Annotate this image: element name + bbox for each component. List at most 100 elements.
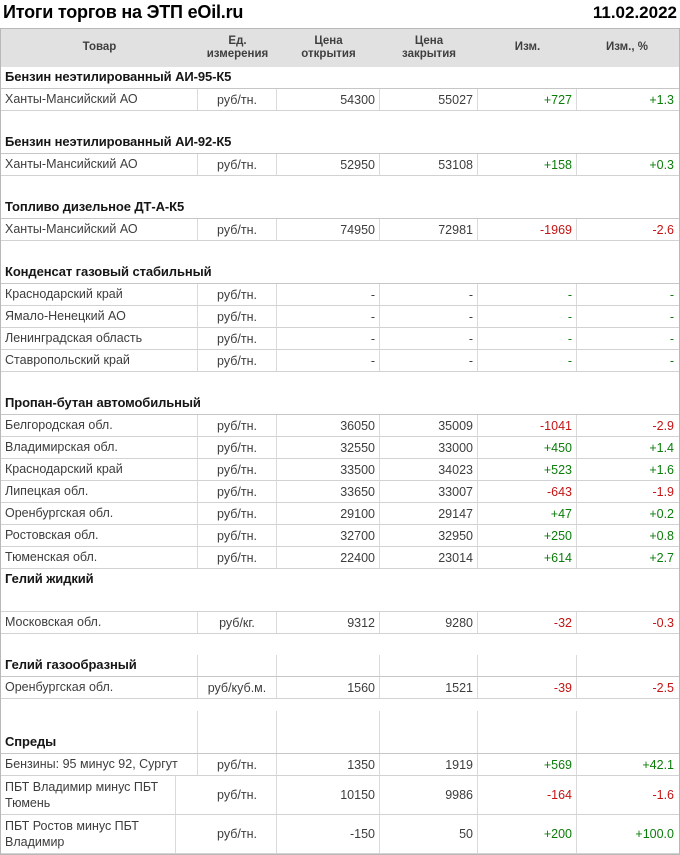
empty-cell [1, 711, 198, 732]
close-price-cell: 1919 [380, 754, 478, 775]
product-cell: Ханты-Мансийский АО [1, 219, 198, 240]
section-title: Пропан-бутан автомобильный [5, 395, 201, 411]
unit-cell: руб/тн. [198, 547, 277, 568]
change-cell: +158 [478, 154, 577, 175]
table-row: Московская обл. руб/кг. 9312 9280 -32 -0.3 [1, 611, 679, 634]
spacer-row [1, 372, 679, 393]
table-row: ПБТ Ростов минус ПБТ Владимир руб/тн. -150… [1, 815, 679, 854]
product-cell: Липецкая обл. [1, 481, 198, 502]
product-cell: Владимирская обл. [1, 437, 198, 458]
trading-results-table: Товар Ед. измерения Цена открытия Цена закр… [0, 28, 680, 855]
table-row: Оренбургская обл. руб/тн. 29100 29147 +47 +0.… [1, 503, 679, 525]
change-cell: - [478, 284, 577, 305]
product-cell: ПБТ Владимир минус ПБТ Тюмень [1, 776, 176, 814]
section-header-row: Бензин неэтилированный АИ-95-К5 [1, 67, 679, 89]
table-row: Ханты-Мансийский АО руб/тн. 54300 55027 +727… [1, 89, 679, 111]
section-title: Топливо дизельное ДТ-А-К5 [5, 199, 185, 215]
table-row: Ростовская обл. руб/тн. 32700 32950 +250 +0.8 [1, 525, 679, 547]
unit-cell: руб/тн. [198, 754, 277, 775]
change-cell: +569 [478, 754, 577, 775]
empty-cell [380, 732, 478, 753]
open-price-cell: 29100 [277, 503, 380, 524]
open-price-cell: - [277, 350, 380, 371]
table-row: Краснодарский край руб/тн. 33500 34023 +523 +… [1, 459, 679, 481]
change-pct-cell: -1.9 [652, 484, 674, 499]
close-price-cell: 33000 [380, 437, 478, 458]
spacer-row [1, 241, 679, 262]
change-cell: -39 [478, 677, 577, 698]
section-title: Бензин неэтилированный АИ-95-К5 [5, 69, 232, 85]
change-cell: +47 [478, 503, 577, 524]
close-price-cell: 32950 [380, 525, 478, 546]
change-cell: -32 [478, 612, 577, 633]
product-cell: Ямало-Ненецкий АО [1, 306, 198, 327]
empty-cell [478, 655, 577, 676]
spacer-row [1, 111, 679, 132]
empty-cell [380, 655, 478, 676]
section-header-row: Топливо дизельное ДТ-А-К5 [1, 197, 679, 219]
open-price-cell: 74950 [277, 219, 380, 240]
open-price-cell: 32700 [277, 525, 380, 546]
column-header: Товар [82, 41, 117, 54]
change-cell: - [478, 328, 577, 349]
table-body: Бензин неэтилированный АИ-95-К5 Ханты-Ман… [1, 67, 679, 854]
section-header-row: Гелий газообразный [1, 655, 679, 677]
close-price-cell: 53108 [380, 154, 478, 175]
table-row: Ленинградская область руб/тн. - - - - [1, 328, 679, 350]
close-price-cell: - [380, 350, 478, 371]
open-price-cell: 32550 [277, 437, 380, 458]
table-row: Ставропольский край руб/тн. - - - - [1, 350, 679, 372]
change-pct-cell: - [669, 353, 674, 368]
close-price-cell: - [380, 328, 478, 349]
unit-cell: руб/кг. [198, 612, 277, 633]
product-cell: Тюменская обл. [1, 547, 198, 568]
section-title: Бензин неэтилированный АИ-92-К5 [5, 134, 232, 150]
table-row: Краснодарский край руб/тн. - - - - [1, 284, 679, 306]
empty-cell [478, 732, 577, 753]
open-price-cell: - [277, 306, 380, 327]
section-header-row: Спреды [1, 732, 679, 754]
report-date: 11.02.2022 [592, 3, 677, 22]
table-row: Оренбургская обл. руб/куб.м. 1560 1521 -39 -2… [1, 677, 679, 699]
change-pct-cell: - [669, 331, 674, 346]
open-price-cell: 1560 [277, 677, 380, 698]
unit-cell: руб/тн. [198, 328, 277, 349]
product-cell: Краснодарский край [1, 284, 198, 305]
product-cell: Белгородская обл. [1, 415, 198, 436]
unit-cell: руб/тн. [198, 815, 277, 853]
section-header-row: Гелий жидкий [1, 569, 679, 590]
section-header-row: Конденсат газовый стабильный [1, 262, 679, 284]
product-cell: Ростовская обл. [1, 525, 198, 546]
unit-cell: руб/тн. [198, 459, 277, 480]
table-row: Бензины: 95 минус 92, Сургут руб/тн. 1350 1… [1, 754, 679, 776]
column-header: Изм. [514, 41, 541, 54]
table-row: Владимирская обл. руб/тн. 32550 33000 +450 +1… [1, 437, 679, 459]
column-header: Изм., % [605, 41, 648, 54]
change-pct-cell: +1.3 [649, 92, 674, 107]
unit-cell: руб/тн. [198, 481, 277, 502]
column-header: Цена открытия [301, 34, 356, 60]
change-cell: +523 [478, 459, 577, 480]
open-price-cell: 33500 [277, 459, 380, 480]
table-row: Белгородская обл. руб/тн. 36050 35009 -1041 -… [1, 415, 679, 437]
open-price-cell: 36050 [277, 415, 380, 436]
change-pct-cell: +0.2 [649, 506, 674, 521]
change-pct-cell: +1.6 [649, 462, 674, 477]
empty-cell [380, 711, 478, 732]
unit-cell: руб/тн. [198, 776, 277, 814]
column-header: Цена закрытия [402, 34, 456, 60]
close-price-cell: 33007 [380, 481, 478, 502]
product-cell: Ставропольский край [1, 350, 198, 371]
table-row: Ханты-Мансийский АО руб/тн. 52950 53108 +158… [1, 154, 679, 176]
close-price-cell: 50 [380, 815, 478, 853]
change-pct-cell: - [669, 287, 674, 302]
open-price-cell: -150 [277, 815, 380, 853]
unit-cell: руб/тн. [198, 503, 277, 524]
close-price-cell: 55027 [380, 89, 478, 110]
change-cell: -164 [478, 776, 577, 814]
product-cell: Оренбургская обл. [1, 677, 198, 698]
open-price-cell: 54300 [277, 89, 380, 110]
empty-cell [577, 711, 677, 732]
change-cell: +250 [478, 525, 577, 546]
section-title: Спреды [1, 732, 198, 753]
